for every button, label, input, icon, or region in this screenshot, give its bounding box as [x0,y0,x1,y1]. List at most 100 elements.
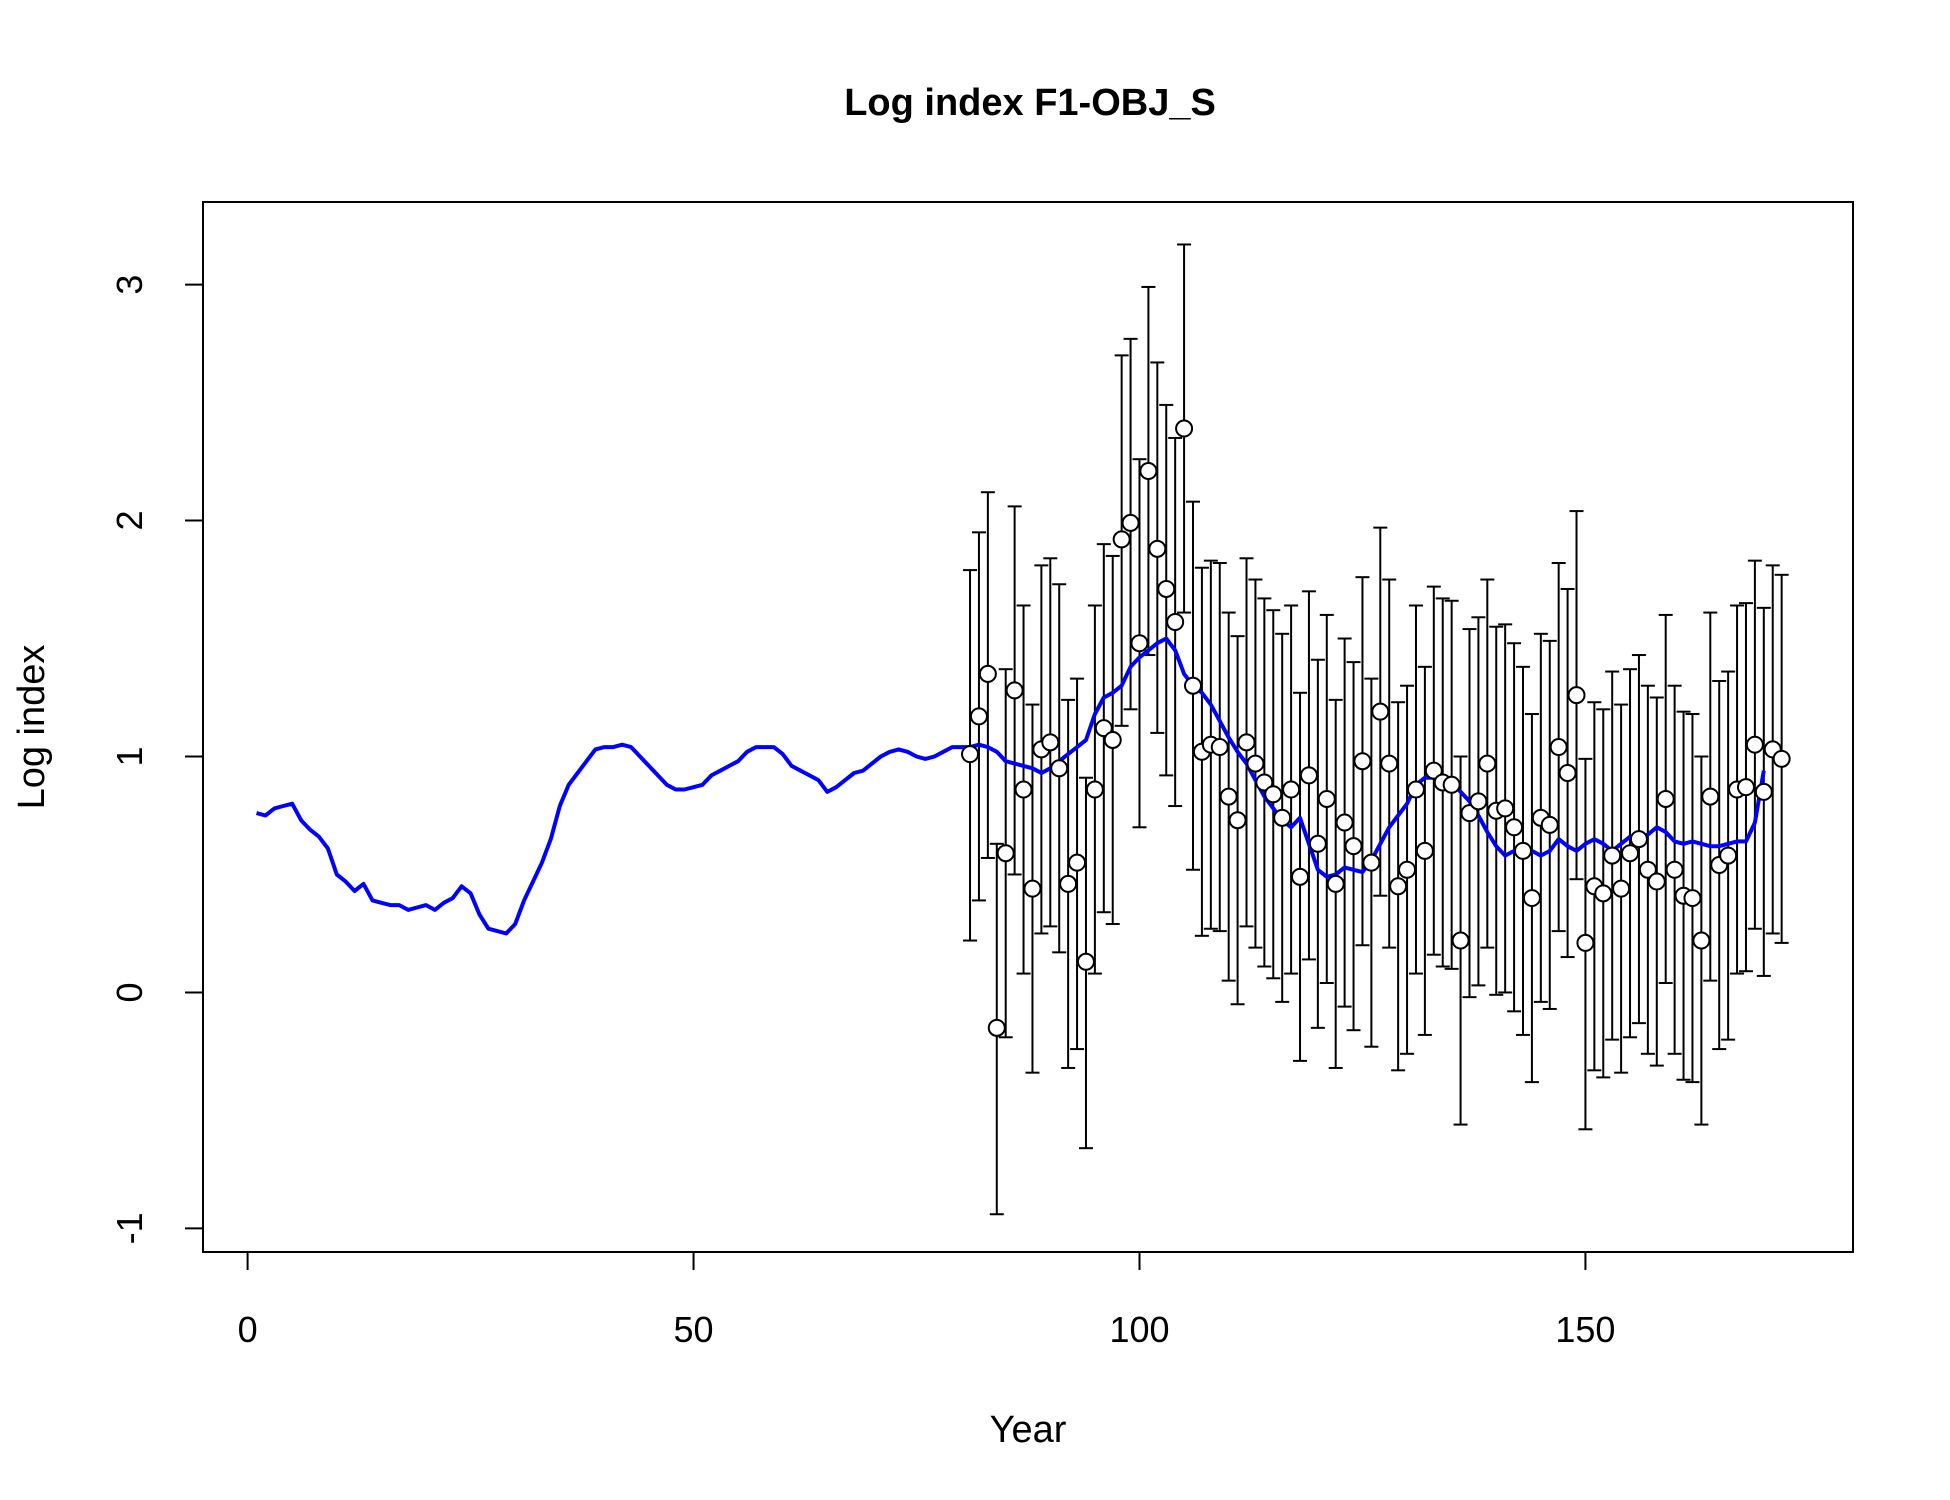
observed-point [1638,860,1657,879]
observed-point [1460,804,1479,823]
observed-point [1273,808,1292,827]
observed-point [1326,874,1345,893]
observed-point [1415,841,1434,860]
observed-point [1603,846,1622,865]
x-tick-label: 100 [1109,1309,1169,1350]
observed-point [1442,775,1461,794]
observed-point [1344,837,1363,856]
observed-point [1656,789,1675,808]
observed-point [1701,787,1720,806]
observed-point [1299,766,1318,785]
observed-point [1317,789,1336,808]
y-tick-label: 3 [109,275,150,295]
y-tick-label: 0 [109,982,150,1002]
observed-point [1014,780,1033,799]
y-tick-label: 1 [109,746,150,766]
observed-point [969,707,988,726]
observed-point [1335,813,1354,832]
observed-point [961,745,980,764]
observed-point [1514,841,1532,860]
observed-point [1059,874,1078,893]
observed-point [1291,867,1310,886]
observed-point [978,664,997,683]
observed-point [996,844,1015,863]
observed-point [1647,872,1666,891]
observed-point [1540,815,1559,834]
observed-point [1558,764,1577,783]
observed-point [1175,419,1194,438]
observed-point [1023,879,1042,898]
y-axis: -1 0 1 2 3 [109,275,204,1244]
observed-point [1612,879,1631,898]
observed-point [1398,860,1417,879]
error-bars [963,243,1789,1216]
observed-point [1353,752,1372,771]
fitted-series-line [255,636,1766,936]
x-axis-label: Year [990,1409,1067,1451]
observed-point [1424,761,1443,780]
y-tick-label: 2 [109,511,150,531]
observed-point [1629,830,1648,849]
observed-point [1406,780,1425,799]
observed-point [1754,782,1773,801]
observed-point [1210,738,1229,757]
observed-point [1237,733,1256,752]
x-tick-label: 50 [674,1309,714,1350]
observed-point [1246,754,1265,773]
observed-point [1157,579,1176,598]
observed-point [1594,884,1613,903]
observed-point [1085,780,1104,799]
observed-point [1041,733,1060,752]
observed-point [1621,844,1640,863]
observed-point [1567,686,1586,705]
observed-point [1228,811,1247,830]
x-tick-label: 0 [238,1309,258,1350]
observed-point [1745,735,1764,754]
observed-point [1050,759,1069,778]
x-axis: 0 50 100 150 [238,1251,1615,1350]
observed-point [1076,952,1095,971]
x-tick-label: 150 [1555,1309,1615,1350]
observed-point [1469,792,1488,811]
observed-point [1308,834,1327,853]
observed-point [1389,877,1408,896]
observed-point [1255,773,1274,792]
observed-point [1068,853,1087,872]
observed-point [1282,780,1301,799]
observed-point [1264,785,1283,804]
observed-point [1103,730,1122,749]
observed-point [1496,799,1515,818]
observed-point [1139,461,1158,480]
observed-point [1576,933,1595,952]
observed-point [1451,931,1470,950]
y-tick-label: -1 [109,1212,150,1244]
observed-point [1005,681,1024,700]
observed-point [1719,846,1738,865]
observed-point [1148,539,1167,558]
observed-point [1112,530,1131,549]
observed-point [1505,818,1524,837]
observed-point [1665,860,1684,879]
observed-point [1130,634,1149,653]
observed-point [1121,513,1140,532]
observed-point [1166,613,1185,631]
observed-point [1522,889,1541,908]
observed-point [1549,738,1568,757]
observed-point [1362,853,1381,872]
chart-title: Log index F1-OBJ_S [844,82,1216,124]
observed-point [1478,754,1497,773]
observed-point [1380,754,1399,773]
observed-point [1772,749,1791,768]
observed-point [1184,676,1202,695]
plot-frame [202,201,1854,1253]
observed-point [987,1018,1006,1037]
observed-points [961,419,1791,1037]
observed-point [1736,778,1755,797]
observed-point [1683,889,1702,908]
observed-point [1094,719,1113,738]
y-axis-label: Log index [11,645,53,810]
observed-point [1692,931,1711,950]
observed-point [1371,702,1390,721]
observed-point [1219,787,1238,806]
